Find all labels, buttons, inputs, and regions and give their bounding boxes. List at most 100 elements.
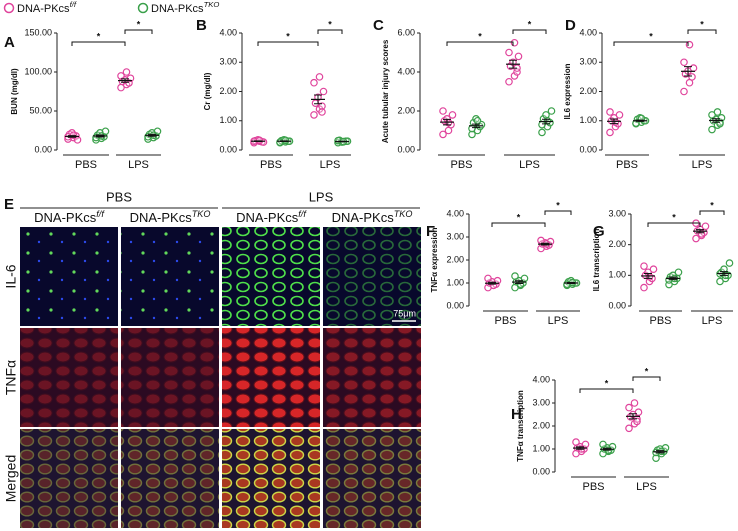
y-tick-label: 4.00 [446, 208, 464, 218]
y-tick-label: 1.00 [532, 443, 550, 453]
data-point [543, 116, 552, 125]
significance-label: * [700, 19, 704, 29]
micrograph-texture [323, 328, 421, 427]
label: DNA-PKcsTKO [151, 0, 219, 15]
label-superscript: f/f [70, 0, 77, 9]
data-point [634, 408, 643, 417]
error-bar [148, 133, 156, 137]
significance-label: * [649, 31, 653, 41]
significance-bracket [446, 41, 514, 46]
significance-label: * [672, 212, 676, 222]
significance-bracket [257, 41, 319, 46]
error-bar [96, 134, 104, 138]
data-point [101, 127, 110, 136]
significance-bracket [699, 210, 725, 215]
error-bar [472, 123, 480, 129]
x-tick-label: PBS [260, 159, 282, 171]
significance-label: * [328, 19, 332, 29]
label-superscript: TKO [204, 0, 220, 9]
data-point [281, 136, 290, 145]
error-bar [280, 140, 288, 143]
micrograph-texture [121, 227, 219, 326]
data-point [725, 259, 734, 267]
data-point [713, 108, 722, 116]
y-tick-label: 3.00 [532, 397, 550, 407]
y-tick-label: 2.00 [608, 239, 626, 249]
label-text: DNA-PKcs [332, 210, 395, 225]
error-bar [669, 276, 677, 281]
y-tick-label: 1.00 [608, 270, 626, 280]
significance-bracket [544, 210, 572, 215]
data-point [505, 48, 513, 57]
y-tick-label: 0.00 [219, 144, 237, 154]
panel-letter: C [373, 17, 384, 34]
error-bar [644, 272, 652, 279]
label-superscript: f/f [298, 209, 307, 219]
panel-letter: B [196, 17, 207, 34]
y-tick-label: 4.00 [532, 374, 550, 384]
error-bar [603, 447, 611, 451]
significance-label: * [645, 366, 649, 376]
y-axis-label: TNFα transcription [516, 390, 525, 462]
micrograph-texture [20, 227, 118, 326]
data-point [645, 273, 654, 281]
label-text: DNA-PKcs [236, 210, 299, 225]
error-bar [314, 94, 322, 105]
y-tick-label: 0.00 [532, 466, 550, 476]
micrograph-texture [323, 227, 421, 326]
data-point [473, 116, 482, 125]
error-bar [254, 140, 262, 143]
label: DNA-PKcsf/f [17, 0, 77, 15]
x-tick-label: LPS [320, 159, 341, 171]
error-bar [636, 119, 644, 122]
row-label: Merged [3, 455, 19, 502]
data-point [630, 399, 639, 407]
panel-letter: A [4, 34, 15, 51]
y-tick-label: 0.00 [397, 144, 415, 154]
data-point [674, 268, 683, 277]
x-tick-label: PBS [582, 481, 604, 493]
data-point [514, 52, 523, 61]
y-tick-label: 6.00 [397, 27, 415, 37]
error-bar [541, 242, 549, 246]
data-point [689, 64, 698, 72]
data-point [310, 78, 318, 87]
micrograph-texture [20, 328, 118, 427]
data-point [701, 222, 710, 231]
x-tick-label: PBS [450, 159, 472, 171]
data-point [255, 136, 264, 145]
data-point [439, 130, 447, 139]
significance-label: * [286, 31, 290, 41]
y-tick-label: 50.00 [29, 105, 52, 115]
significance-bracket [491, 222, 546, 227]
significance-bracket [632, 376, 661, 381]
x-tick-label: PBS [75, 159, 97, 171]
y-axis-label: TNFα expression [430, 227, 439, 292]
y-tick-label: 2.00 [219, 86, 237, 96]
x-tick-label: LPS [692, 159, 713, 171]
data-point [606, 128, 614, 137]
micrograph-texture [222, 429, 320, 528]
y-axis-label: Cr (mg/dl) [203, 72, 212, 110]
y-tick-label: 4.00 [219, 27, 237, 37]
y-tick-label: 2.00 [532, 420, 550, 430]
data-point [318, 108, 326, 116]
significance-bracket [687, 29, 717, 34]
error-bar [720, 271, 728, 276]
data-point [510, 38, 519, 47]
label: DNA-PKcsTKO [130, 209, 211, 225]
data-point [310, 111, 318, 119]
micrograph-texture [222, 227, 320, 326]
group-label: LPS [309, 189, 334, 204]
data-point [640, 262, 648, 270]
data-point [505, 77, 513, 86]
row-label: TNFα [3, 360, 19, 395]
data-point [708, 125, 716, 134]
y-tick-label: 3.00 [219, 57, 237, 67]
y-tick-label: 0.00 [608, 300, 626, 310]
legend-marker [137, 2, 149, 14]
error-bar [567, 282, 575, 284]
data-point [716, 277, 724, 286]
y-tick-label: 1.00 [579, 115, 597, 125]
data-point [126, 74, 135, 83]
